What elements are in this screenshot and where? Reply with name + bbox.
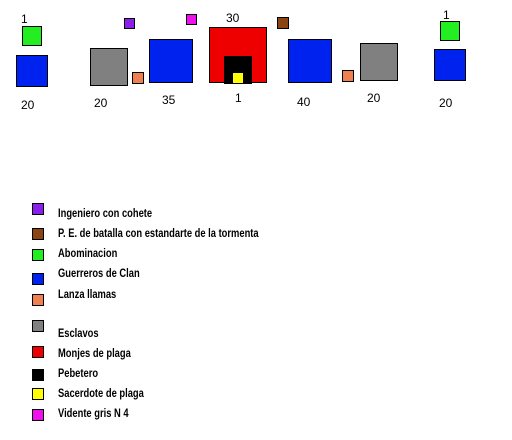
legend-label: Abominacion	[58, 246, 118, 260]
legend-label: Guerreros de Clan	[58, 266, 140, 280]
plague-monks-count: 30	[226, 11, 240, 25]
legend-swatch	[32, 203, 44, 215]
clan-warriors-left-count: 20	[21, 98, 35, 112]
clan-warriors-center-left-count: 35	[162, 93, 176, 107]
legend-swatch	[32, 409, 44, 421]
slaves-left-block	[90, 48, 128, 86]
legend-swatch	[32, 320, 44, 332]
legend-swatch	[32, 346, 44, 358]
clan-warriors-left-block	[16, 55, 48, 87]
legend-swatch	[32, 249, 44, 261]
abomination-left-count: 1	[21, 12, 28, 26]
plague-priest-count: 1	[235, 91, 242, 105]
slaves-right-count: 20	[367, 91, 381, 105]
clan-warriors-center-right-block	[288, 39, 332, 83]
legend-label: Lanza llamas	[58, 287, 117, 301]
legend-label: Esclavos	[58, 326, 99, 340]
legend-label: Monjes de plaga	[58, 346, 131, 360]
legend-label: Ingeniero con cohete	[58, 206, 153, 220]
legend-swatch	[32, 228, 44, 240]
engineer-block	[124, 18, 135, 29]
legend-label: Sacerdote de plaga	[58, 386, 144, 400]
plague-priest-block	[232, 72, 244, 84]
legend-label: P. E. de batalla con estandarte de la to…	[58, 226, 259, 240]
slaves-right-block	[360, 43, 398, 81]
legend-swatch	[32, 294, 44, 306]
abomination-left-block	[22, 26, 42, 46]
clan-warriors-center-left-block	[149, 39, 193, 83]
abomination-right-block	[440, 21, 460, 41]
legend-swatch	[32, 273, 44, 285]
warlord-banner-block	[277, 17, 289, 29]
clan-warriors-right-block	[434, 49, 466, 81]
clan-warriors-right-count: 20	[439, 96, 453, 110]
legend-label: Vidente gris N 4	[58, 406, 129, 420]
legend-swatch	[32, 388, 44, 400]
flamer-right-block	[342, 70, 354, 82]
legend-swatch	[32, 369, 44, 381]
flamer-left-block	[132, 72, 144, 84]
abomination-right-count: 1	[443, 8, 450, 22]
slaves-left-count: 20	[94, 96, 108, 110]
legend-label: Pebetero	[58, 366, 99, 380]
clan-warriors-center-right-count: 40	[297, 95, 311, 109]
grey-seer-block	[186, 14, 197, 25]
